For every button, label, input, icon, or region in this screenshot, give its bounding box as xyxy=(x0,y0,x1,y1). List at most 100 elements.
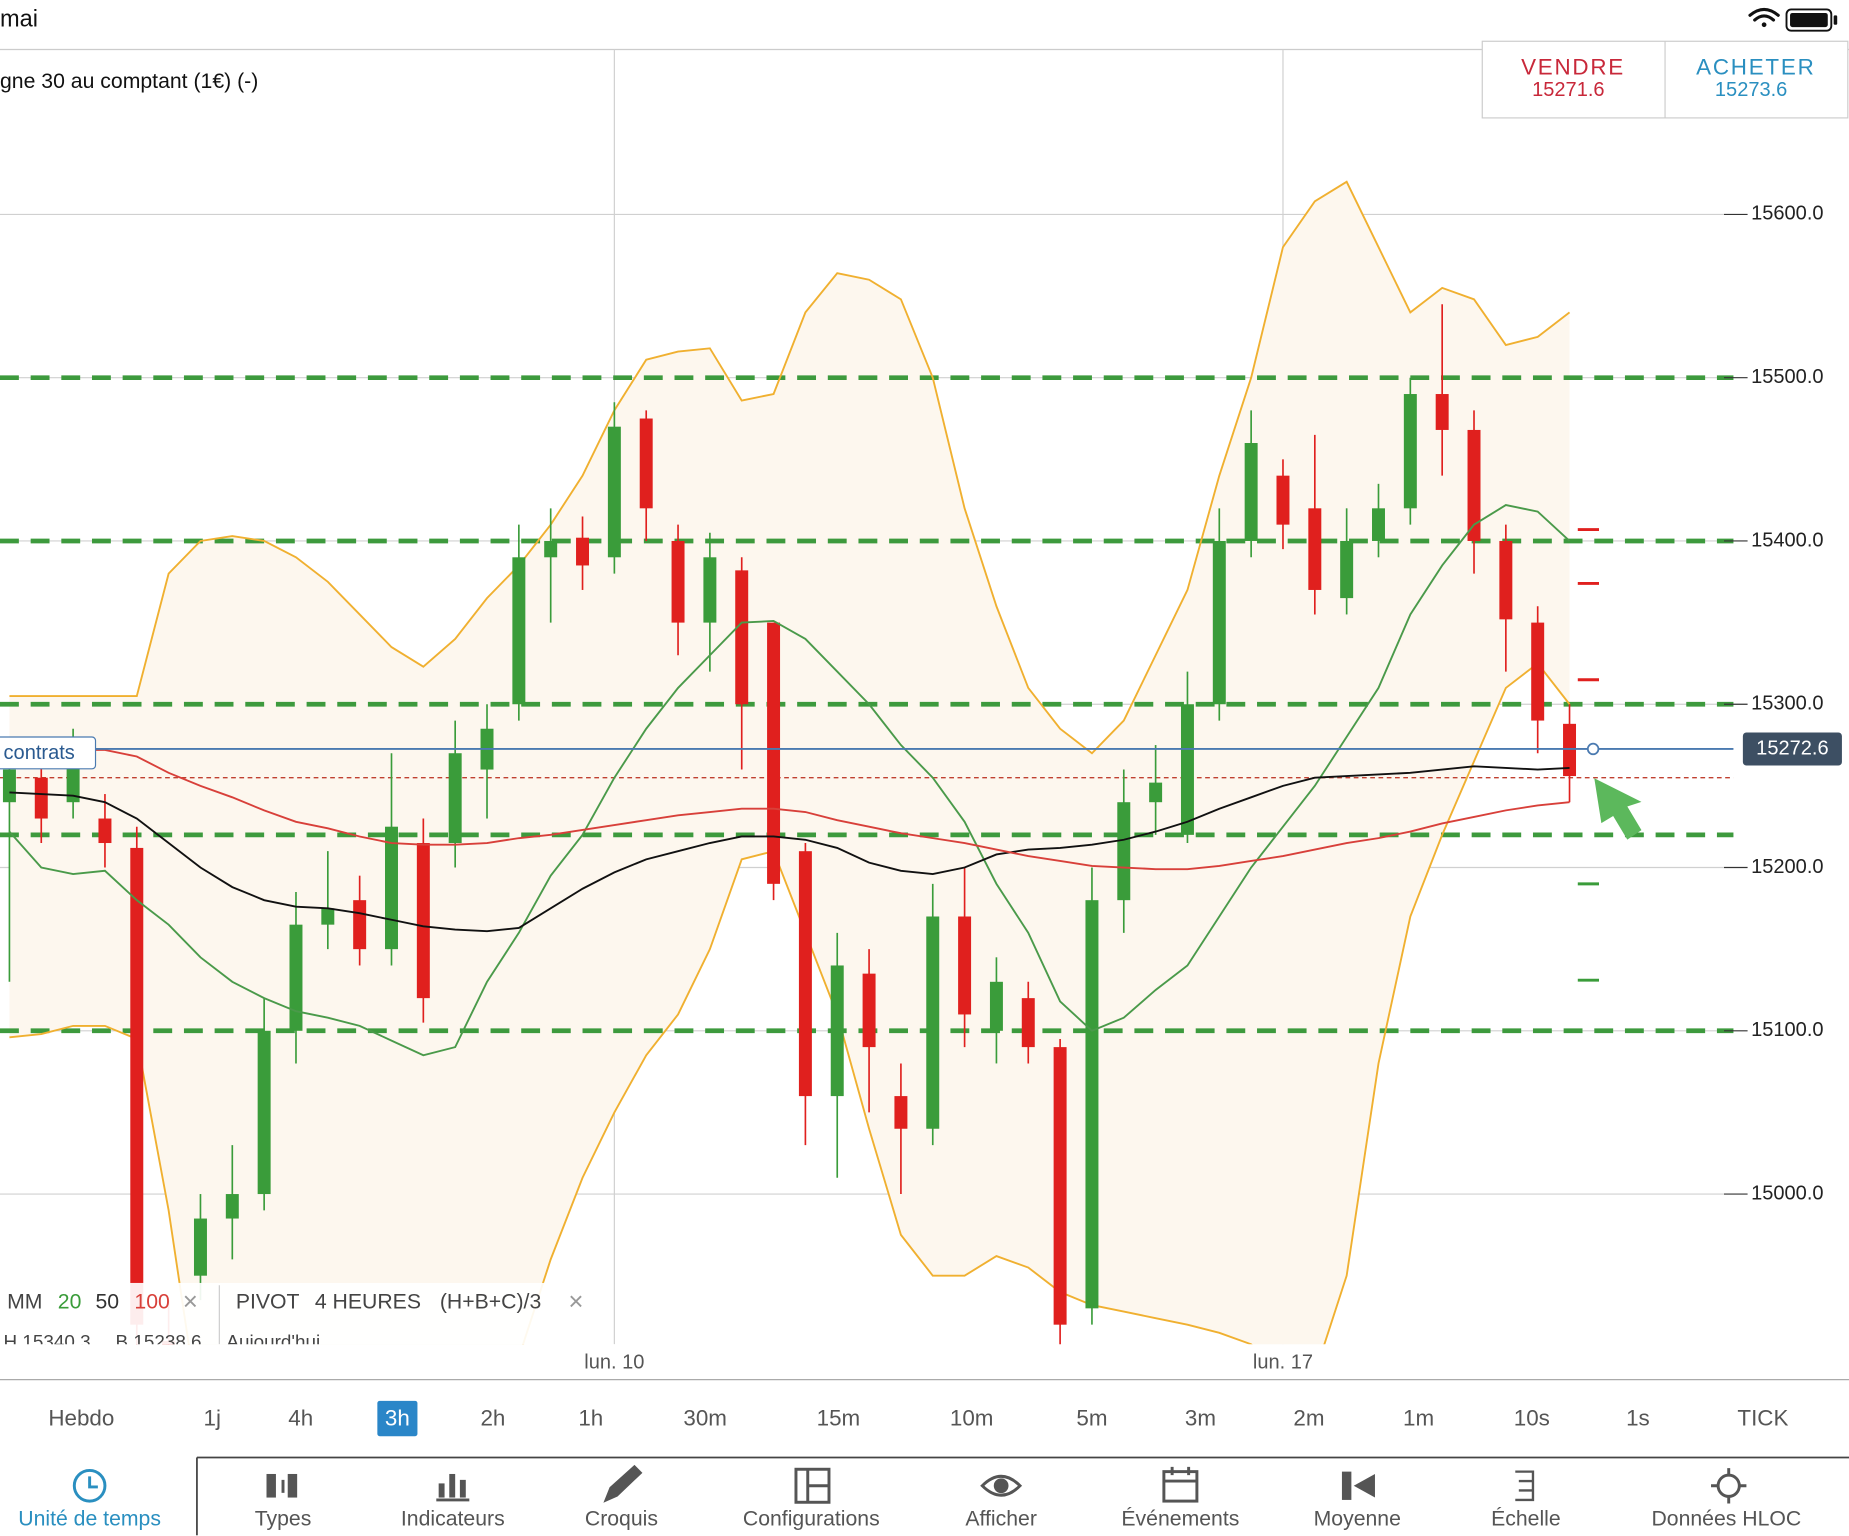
timeframe-option[interactable]: 5m xyxy=(1076,1406,1107,1431)
toolbar-item[interactable]: Configurations xyxy=(743,1508,880,1531)
candle-body xyxy=(512,557,526,705)
candle-body xyxy=(130,847,144,1325)
y-tick-label: 15200.0 xyxy=(1751,856,1823,878)
legend-info: B 15238.6 xyxy=(116,1331,202,1352)
y-tick-label: 15000.0 xyxy=(1751,1182,1823,1204)
position-tag[interactable]: contrats xyxy=(4,742,75,764)
indicator-line xyxy=(8,504,1571,1057)
candle-body xyxy=(1340,540,1354,599)
current-price-dot xyxy=(1586,742,1600,756)
toolbar-item[interactable]: Types xyxy=(255,1508,312,1531)
candle-body xyxy=(353,900,367,950)
timeframe-option[interactable]: 2m xyxy=(1293,1406,1324,1431)
y-tick-label: 15300.0 xyxy=(1751,693,1823,715)
timeframe-option[interactable]: 1h xyxy=(578,1406,603,1431)
toolbar-item[interactable]: Croquis xyxy=(585,1508,658,1531)
candle-body xyxy=(1435,394,1449,430)
candle-body xyxy=(926,916,940,1129)
legend-pivot-formula: (H+B+C)/3 xyxy=(440,1291,541,1314)
candle-body xyxy=(1149,782,1163,803)
timeframe-option[interactable]: 4h xyxy=(288,1406,313,1431)
active-tab xyxy=(0,1455,197,1536)
axis: 15000.0 15100.0 15200.0 15300.0 15400.0 15500… xyxy=(584,203,1842,1373)
toolbar-icons xyxy=(72,1464,1747,1504)
position-tag-box[interactable] xyxy=(0,736,97,770)
price-arrow xyxy=(1594,778,1642,840)
timeframe-option[interactable]: TICK xyxy=(1737,1406,1788,1431)
indicator-line xyxy=(9,662,1571,1345)
buy-price[interactable]: 15273.6 xyxy=(1715,79,1787,101)
candle-body xyxy=(2,769,16,803)
current-price-box xyxy=(1742,732,1842,766)
candle-body xyxy=(989,981,1003,1031)
candle-body xyxy=(1276,475,1290,525)
candle-body xyxy=(639,418,653,509)
legend-ma-period: 100 xyxy=(134,1291,169,1314)
timeframe-option[interactable]: 10s xyxy=(1514,1406,1550,1431)
indicator-line xyxy=(9,749,1570,871)
candle-body xyxy=(830,965,844,1097)
sell-button-label[interactable]: VENDRE xyxy=(1521,54,1625,79)
timeframe-option[interactable]: 1j xyxy=(204,1406,221,1431)
toolbar-item[interactable]: Moyenne xyxy=(1314,1508,1401,1531)
indicator-line xyxy=(9,180,1571,755)
timeframe-option[interactable]: 10m xyxy=(950,1406,994,1431)
timeframe-option[interactable]: 1s xyxy=(1626,1406,1650,1431)
candle-body xyxy=(767,622,781,884)
candle-body xyxy=(1053,1047,1067,1325)
current-price-label: 15272.6 xyxy=(1756,737,1828,759)
legend-info: H 15340.3 xyxy=(4,1331,91,1352)
legend-ma: MM xyxy=(7,1291,42,1314)
legend-ma-period: 20 xyxy=(58,1291,82,1314)
candle-body xyxy=(193,1218,207,1276)
candle-body xyxy=(544,540,558,558)
toolbar: Unité de temps Types Indicateurs Croquis Con… xyxy=(18,1506,1801,1531)
candle-body xyxy=(958,916,972,1015)
timeframe-option[interactable]: 2h xyxy=(480,1406,505,1431)
y-tick-label: 15500.0 xyxy=(1751,366,1823,388)
y-tick-label: 15400.0 xyxy=(1751,529,1823,551)
legend-pivot-period: 4 HEURES xyxy=(315,1291,421,1314)
y-tick-label: 15100.0 xyxy=(1751,1019,1823,1041)
candle-body xyxy=(1212,540,1226,705)
legend-ma-remove[interactable]: × xyxy=(183,1288,198,1316)
timeframe-option[interactable]: 15m xyxy=(817,1406,861,1431)
timeframe-option[interactable]: 3m xyxy=(1185,1406,1216,1431)
plot xyxy=(0,49,1734,1345)
candle-body xyxy=(1467,429,1481,541)
timeframe-option[interactable]: 3h xyxy=(385,1406,410,1431)
legend-pivot-remove[interactable]: × xyxy=(568,1288,583,1316)
candle-body xyxy=(289,924,303,1031)
candle-body xyxy=(98,818,112,844)
timeframe-option[interactable]: 30m xyxy=(683,1406,727,1431)
candle-body xyxy=(257,1030,271,1195)
timeframe-selected xyxy=(377,1400,418,1437)
sell-price[interactable]: 15271.6 xyxy=(1532,79,1604,101)
y-tick-label: 15600.0 xyxy=(1751,203,1823,225)
candle-body xyxy=(1563,723,1577,777)
toolbar-item[interactable]: Événements xyxy=(1121,1506,1239,1531)
battery-icon xyxy=(1785,8,1838,32)
quote-box: VENDRE 15271.6 ACHETER 15273.6 xyxy=(1481,40,1849,119)
indicator-line xyxy=(9,765,1570,933)
timeframe-option[interactable]: 1m xyxy=(1403,1406,1434,1431)
toolbar-item[interactable]: Unité de temps xyxy=(18,1508,161,1531)
buy-button-label[interactable]: ACHETER xyxy=(1696,54,1815,79)
candle-body xyxy=(1499,540,1513,620)
candle-body xyxy=(1531,622,1545,721)
candle-body xyxy=(671,540,685,623)
candle-body xyxy=(607,426,621,558)
candle-body xyxy=(416,843,430,999)
candle-body xyxy=(1085,900,1099,1309)
toolbar-item[interactable]: Échelle xyxy=(1491,1506,1561,1531)
toolbar-item[interactable]: Afficher xyxy=(965,1508,1037,1531)
candle-body xyxy=(1308,508,1322,590)
toolbar-item[interactable]: Indicateurs xyxy=(401,1508,505,1531)
timeframe-bar: Hebdo 1j 4h 3h 2h 1h 30m 15m 10m 5m 3m 2m 1m 10s 1s TIC… xyxy=(48,1400,1788,1437)
toolbar-item[interactable]: Données HLOC xyxy=(1651,1508,1801,1531)
status-time: mai xyxy=(0,5,38,31)
candle-body xyxy=(862,973,876,1048)
timeframe-option[interactable]: Hebdo xyxy=(48,1406,114,1431)
